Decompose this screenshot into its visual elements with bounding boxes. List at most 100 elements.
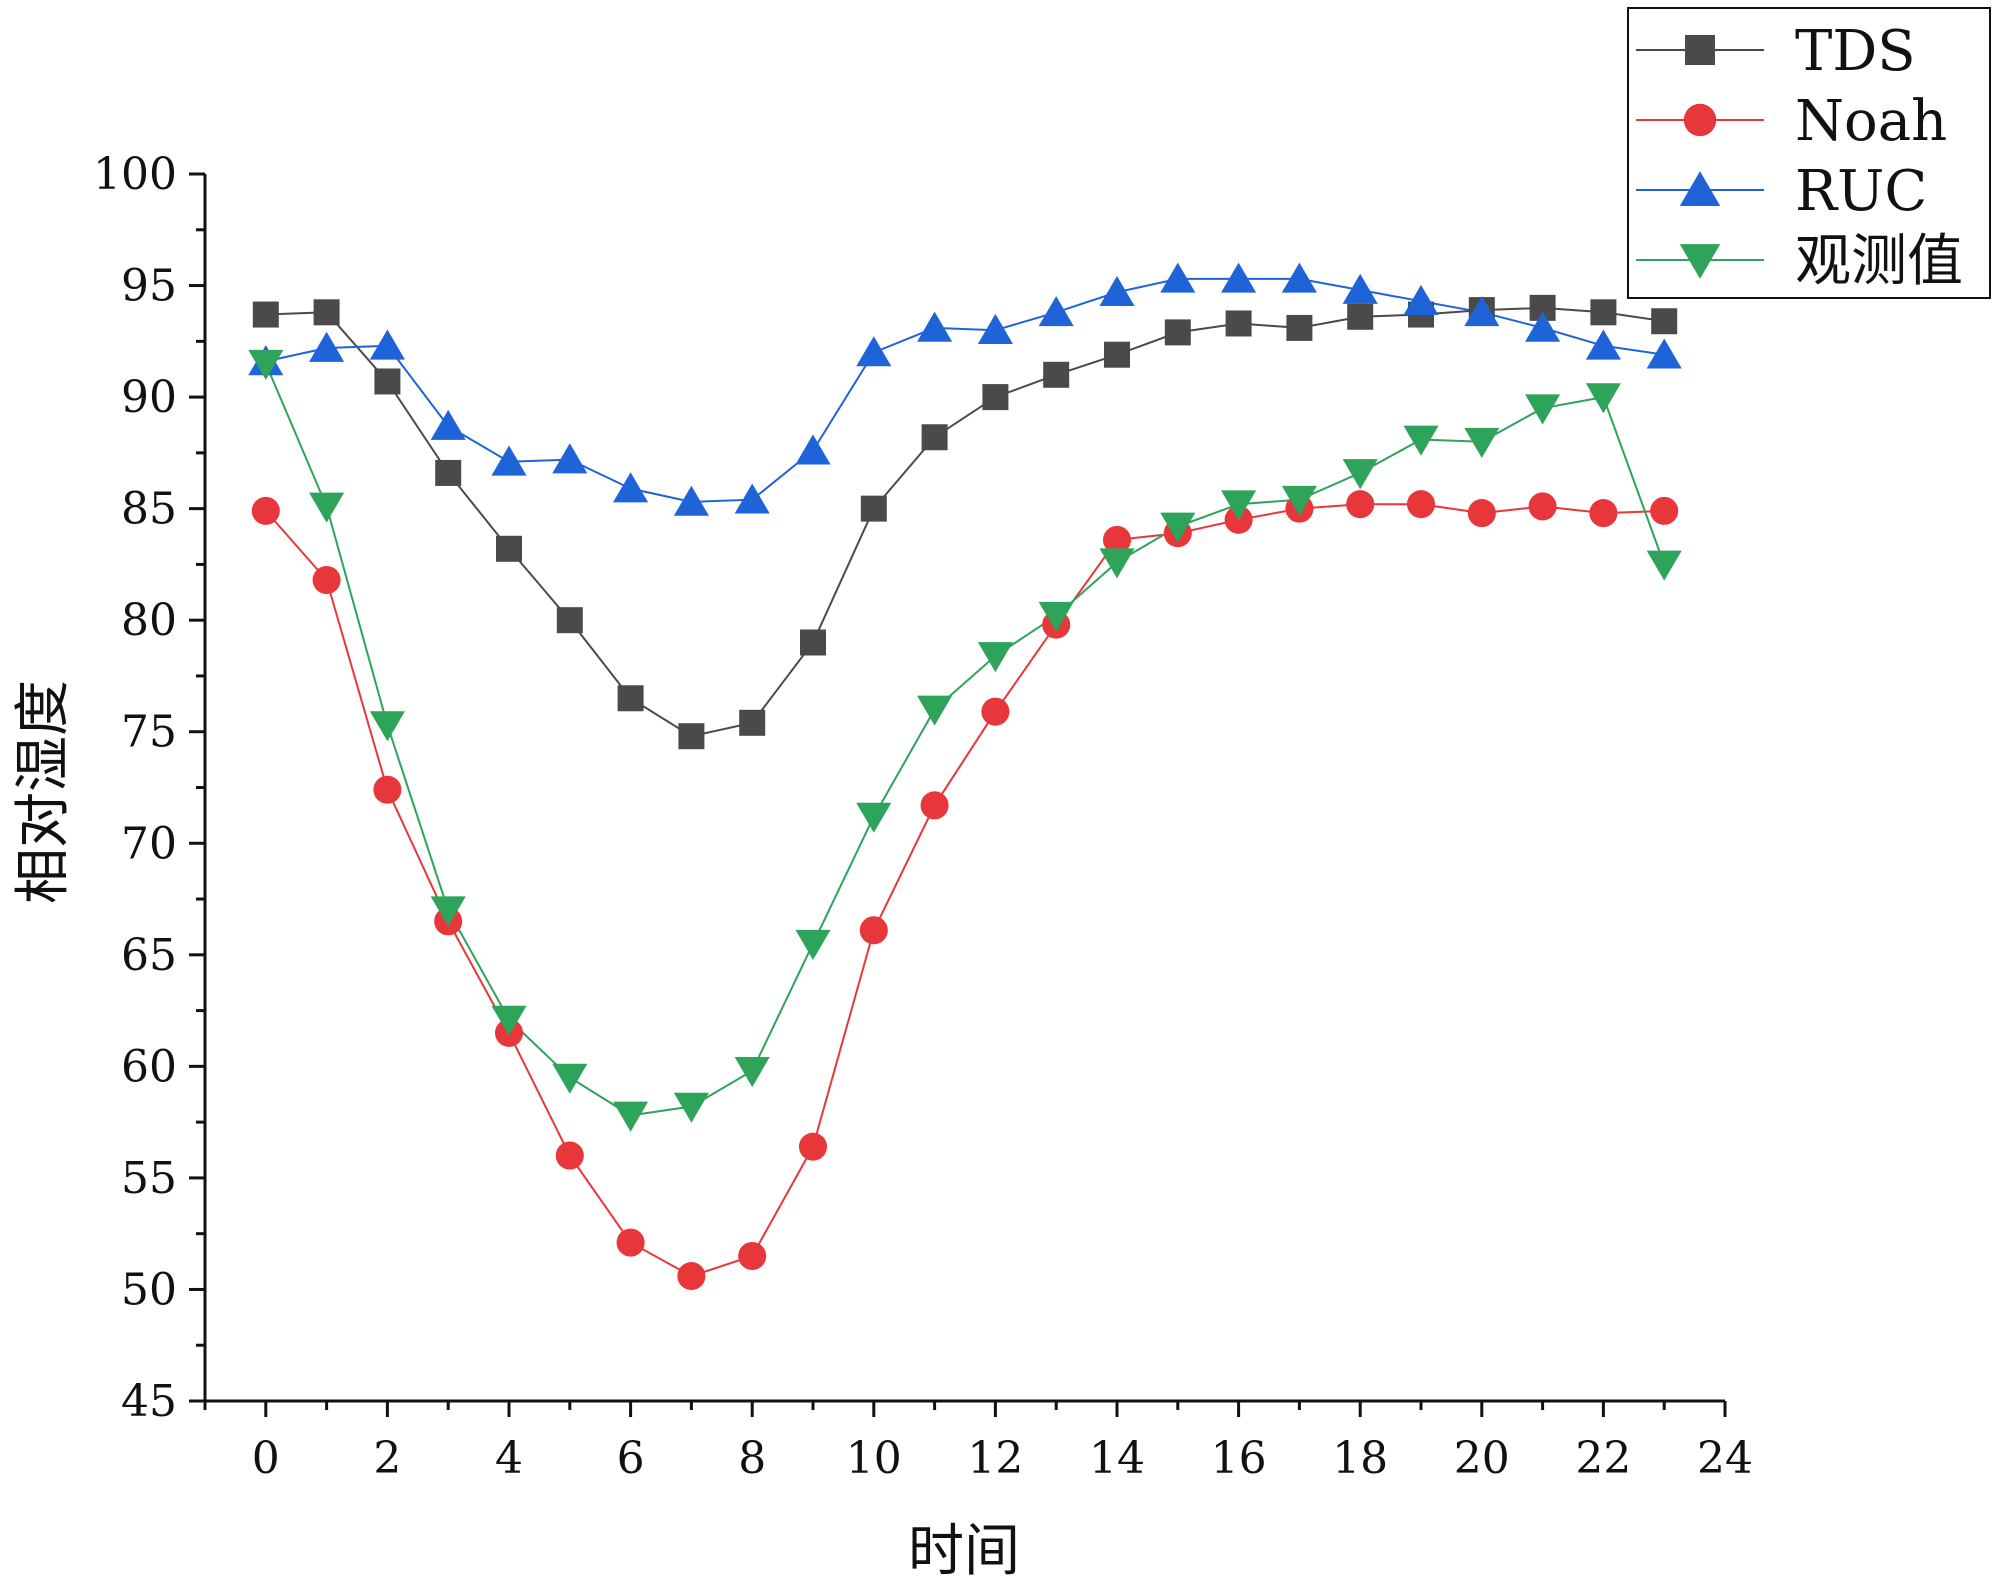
legend-label: RUC xyxy=(1795,159,1927,224)
x-axis-title: 时间 xyxy=(908,1519,1020,1584)
legend-marker xyxy=(1679,244,1721,279)
series-3-point xyxy=(1646,550,1682,581)
series-3-point xyxy=(309,492,345,523)
legend-marker xyxy=(1685,35,1715,65)
series-1-point xyxy=(1346,490,1375,519)
x-tick-label: 10 xyxy=(846,1433,902,1484)
series-line-3 xyxy=(264,363,1666,1117)
series-0-point xyxy=(1347,303,1374,330)
series-0-point xyxy=(982,384,1009,411)
legend-label: Noah xyxy=(1795,89,1947,154)
x-tick-label: 16 xyxy=(1211,1433,1267,1484)
x-tick-label: 4 xyxy=(495,1433,523,1484)
series-0-point xyxy=(1164,319,1191,346)
x-tick-label: 0 xyxy=(252,1433,280,1484)
x-tick-label: 20 xyxy=(1454,1433,1510,1484)
series-1-point xyxy=(1406,490,1436,519)
series-0-point xyxy=(556,607,583,634)
series-3-point xyxy=(1464,427,1500,458)
series-2-point xyxy=(1342,273,1378,304)
series-3-point xyxy=(1221,490,1257,521)
y-tick-label: 70 xyxy=(121,818,177,869)
series-0-point xyxy=(921,424,948,451)
series-3-point xyxy=(491,1005,527,1036)
series-0-point xyxy=(800,629,826,656)
series-2-point xyxy=(1221,262,1257,293)
series-3-point xyxy=(1160,512,1196,543)
series-3-point xyxy=(369,711,405,742)
legend-label: 观测值 xyxy=(1795,229,1963,294)
y-tick-label: 85 xyxy=(121,484,177,535)
series-3-point xyxy=(673,1092,709,1123)
series-2-point xyxy=(1099,275,1135,307)
series-1-point xyxy=(1102,525,1132,554)
y-tick-label: 75 xyxy=(121,707,177,758)
x-tick-label: 12 xyxy=(967,1433,1023,1484)
x-tick-label: 2 xyxy=(373,1433,401,1484)
series-3-point xyxy=(1525,394,1561,425)
series-0-point xyxy=(739,709,766,736)
series-1-point xyxy=(738,1241,767,1271)
y-tick-label: 95 xyxy=(121,261,177,312)
legend-marker xyxy=(1683,103,1717,137)
series-2-point xyxy=(369,329,405,360)
y-tick-label: 50 xyxy=(121,1264,177,1315)
series-1-point xyxy=(677,1262,706,1291)
series-1-point xyxy=(798,1132,828,1161)
y-tick-label: 60 xyxy=(121,1041,177,1092)
legend-label: TDS xyxy=(1795,19,1916,84)
series-line-0 xyxy=(265,306,1665,738)
series-1-point xyxy=(1589,499,1618,528)
series-2-point xyxy=(795,434,831,465)
series-2-point xyxy=(856,336,892,367)
y-tick-label: 65 xyxy=(121,930,177,981)
x-tick-label: 6 xyxy=(617,1433,645,1484)
series-0-point xyxy=(1590,299,1617,326)
series-markers xyxy=(248,262,1682,1291)
series-2-point xyxy=(1585,329,1621,360)
series-2-point xyxy=(1403,284,1439,315)
series-0-point xyxy=(1104,341,1130,368)
series-3-point xyxy=(1281,485,1317,516)
series-3-point xyxy=(977,642,1013,673)
series-0-point xyxy=(496,535,522,562)
series-3-point xyxy=(1342,459,1378,490)
x-tick-label: 18 xyxy=(1332,1433,1388,1484)
series-2-point xyxy=(1464,296,1500,327)
y-tick-label: 100 xyxy=(93,149,177,200)
series-3-point xyxy=(1038,601,1074,632)
series-1-point xyxy=(251,496,280,525)
series-3-point xyxy=(1585,383,1621,414)
series-3-point xyxy=(917,695,953,726)
series-1-point xyxy=(1467,499,1496,528)
series-2-point xyxy=(309,331,345,362)
series-2-point xyxy=(1525,311,1561,342)
y-axis-title: 相对湿度 xyxy=(11,680,76,904)
series-2-point xyxy=(734,483,770,514)
series-0-point xyxy=(374,368,401,395)
series-0-point xyxy=(1043,361,1070,388)
series-2-point xyxy=(1038,296,1074,327)
series-1-point xyxy=(1650,496,1679,525)
series-0-point xyxy=(435,459,462,486)
x-tick-label: 8 xyxy=(738,1433,766,1484)
series-2-point xyxy=(491,445,527,476)
series-0-point xyxy=(1651,308,1678,335)
series-3-point xyxy=(248,349,284,380)
series-3-point xyxy=(613,1101,649,1132)
series-3-point xyxy=(734,1057,770,1088)
series-0-point xyxy=(313,299,340,326)
x-tick-label: 22 xyxy=(1575,1433,1631,1484)
series-1-point xyxy=(312,565,341,595)
series-line-1 xyxy=(265,503,1665,1278)
y-tick-label: 80 xyxy=(121,595,177,646)
series-1-point xyxy=(920,791,949,820)
x-tick-label: 24 xyxy=(1697,1433,1753,1484)
axes: 0 2 4 6 8 10 12 14 16 18 20 22 244550556065707580859… xyxy=(93,149,1753,1484)
series-3-point xyxy=(1403,425,1439,456)
series-1-point xyxy=(555,1141,584,1170)
series-2-point xyxy=(977,313,1013,344)
series-2-point xyxy=(1281,262,1317,293)
y-tick-label: 55 xyxy=(121,1153,177,1204)
